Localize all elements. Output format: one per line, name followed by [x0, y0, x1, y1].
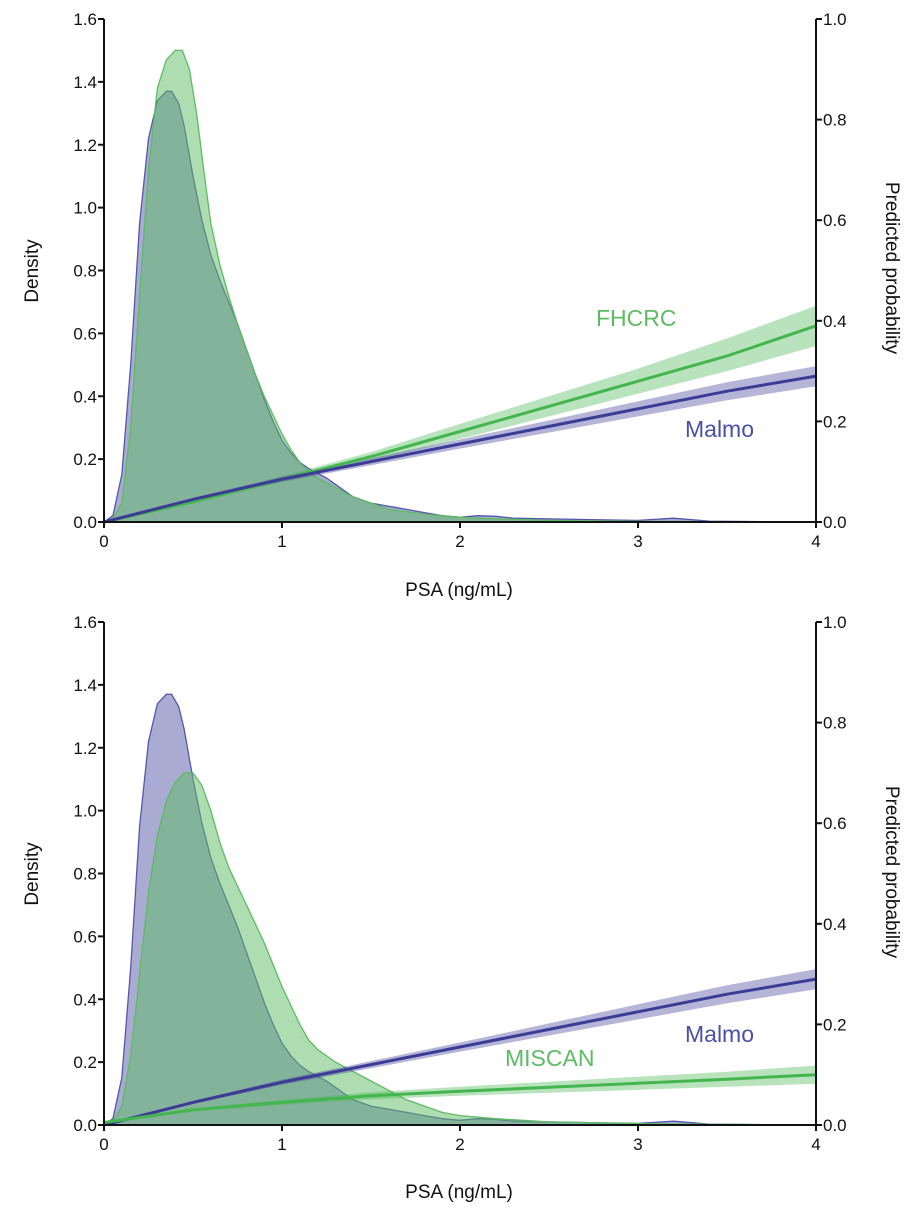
y-tick-label: 0.4 [73, 387, 97, 406]
probability-lines-top [103, 324, 817, 524]
confidence-band-miscan [104, 1065, 816, 1123]
bottom-chart-panel: 0 1 2 3 40.00.20.40.60.81.01.21.41.60.00.20.… [22, 613, 902, 1203]
y-tick-label: 1.4 [73, 676, 97, 695]
y2-axis-title-predicted-probability: Predicted probability [881, 786, 902, 959]
x-tick-label: 3 [633, 532, 642, 551]
y-tick-label: 0.0 [73, 1116, 97, 1135]
x-tick-label: 2 [455, 1135, 464, 1154]
density-curves-top [101, 49, 817, 523]
y-tick-label: 0.8 [73, 262, 97, 281]
y2-axis-title-predicted-probability: Predicted probability [881, 182, 902, 355]
x-tick-label: 1 [277, 532, 286, 551]
y-tick-label: 0.6 [73, 927, 97, 946]
y2-tick-label: 1.0 [823, 613, 847, 632]
axes-bottom: 0 1 2 3 40.00.20.40.60.81.01.21.41.60.00.20.… [73, 613, 846, 1154]
y-tick-label: 1.6 [73, 10, 97, 29]
density-curves-bottom [101, 693, 817, 1126]
y2-tick-label: 0.6 [823, 211, 847, 230]
y2-tick-label: 0.6 [823, 814, 847, 833]
density-area-fhcrc [103, 49, 817, 523]
y2-tick-label: 0.8 [823, 714, 847, 733]
y-axis-title-density: Density [22, 239, 43, 303]
probability-line-fhcrc [103, 324, 817, 524]
probability-line-malmo [103, 374, 817, 524]
x-tick-label: 2 [455, 532, 464, 551]
y-tick-label: 1.0 [73, 199, 97, 218]
x-tick-label: 0 [99, 532, 108, 551]
y-tick-label: 1.2 [73, 739, 97, 758]
probability-line-miscan [103, 1073, 817, 1124]
y2-tick-label: 0.4 [823, 915, 847, 934]
series-label-miscan: MISCAN [505, 1045, 594, 1071]
x-tick-label: 4 [811, 532, 820, 551]
probability-line-malmo [103, 977, 817, 1127]
y-tick-label: 0.2 [73, 450, 97, 469]
x-tick-label: 0 [99, 1135, 108, 1154]
y-tick-label: 1.4 [73, 73, 97, 92]
series-label-malmo: Malmo [685, 1021, 754, 1047]
y-tick-label: 0.0 [73, 513, 97, 532]
x-axis-title-psa: PSA (ng/mL) [405, 580, 513, 601]
density-area-miscan [103, 772, 817, 1126]
y-tick-label: 1.2 [73, 136, 97, 155]
x-tick-label: 3 [633, 1135, 642, 1154]
y-tick-label: 0.8 [73, 865, 97, 884]
series-label-fhcrc: FHCRC [596, 305, 677, 331]
y-axis-title-density: Density [22, 842, 43, 906]
y-tick-label: 0.2 [73, 1053, 97, 1072]
y2-tick-label: 0.0 [823, 513, 847, 532]
y-tick-label: 0.4 [73, 990, 97, 1009]
y2-tick-label: 0.4 [823, 312, 847, 331]
x-axis-title-psa: PSA (ng/mL) [405, 1182, 513, 1203]
probability-lines-bottom [103, 977, 817, 1127]
y-tick-label: 1.6 [73, 613, 97, 632]
series-label-malmo: Malmo [685, 416, 754, 442]
y2-tick-label: 1.0 [823, 10, 847, 29]
y2-tick-label: 0.2 [823, 1015, 847, 1034]
x-tick-label: 4 [811, 1135, 820, 1154]
y2-tick-label: 0.2 [823, 412, 847, 431]
axes-top: 0 1 2 3 40.00.20.40.60.81.01.21.41.60.00.20.… [73, 10, 846, 551]
y-tick-label: 1.0 [73, 802, 97, 821]
y-tick-label: 0.6 [73, 324, 97, 343]
y2-tick-label: 0.8 [823, 111, 847, 130]
y2-tick-label: 0.0 [823, 1116, 847, 1135]
top-chart-panel: 0 1 2 3 40.00.20.40.60.81.01.21.41.60.00.20.… [22, 10, 902, 601]
x-tick-label: 1 [277, 1135, 286, 1154]
